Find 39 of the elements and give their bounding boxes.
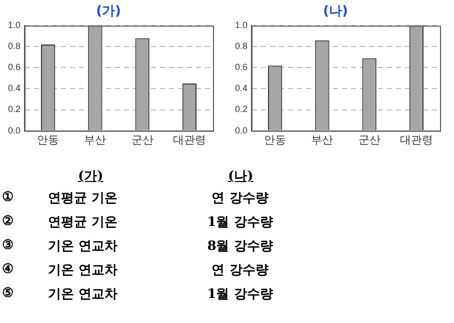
text: ③ <box>2 237 14 253</box>
text: ④ <box>2 261 14 277</box>
text: 기온 연교차 <box>48 262 118 279</box>
text: 8월 강수량 <box>206 238 274 255</box>
text: ① <box>2 189 14 205</box>
text: 기온 연교차 <box>48 286 118 303</box>
y-tick-label: 0.4 <box>234 83 248 94</box>
x-tick-label: 부산 <box>311 134 334 146</box>
y-tick-label: 1.0 <box>8 20 21 30</box>
x-tick-label: 군산 <box>131 134 154 146</box>
text: 1월 강수량 <box>206 286 274 303</box>
x-tick-label: 부산 <box>84 134 106 146</box>
y-tick-label: 0.6 <box>8 62 21 72</box>
y-tick-label: 0.6 <box>234 62 248 72</box>
x-tick-label: 대관령 <box>172 134 206 146</box>
y-tick-label: 0.8 <box>8 41 21 52</box>
text: 연 강수량 <box>210 190 270 207</box>
chart-title: (가) <box>96 4 121 20</box>
y-tick-label: 0.8 <box>234 41 248 52</box>
text: 연 강수량 <box>210 262 270 279</box>
y-tick-label: 0.4 <box>8 83 21 94</box>
text: 1월 강수량 <box>206 214 274 231</box>
x-tick-label: 대관령 <box>400 134 433 146</box>
y-tick-label: 0.0 <box>234 125 248 136</box>
text: ② <box>2 213 14 229</box>
text: ⑤ <box>2 285 14 301</box>
text: 연평균 기온 <box>48 214 118 231</box>
text: (나) <box>228 168 254 185</box>
y-tick-label: 0.2 <box>8 104 21 114</box>
y-tick-label: 1.0 <box>234 20 248 30</box>
y-tick-label: 0.0 <box>8 125 21 136</box>
chart-title: (나) <box>323 4 348 20</box>
x-tick-label: 군산 <box>358 134 380 146</box>
y-tick-label: 0.2 <box>234 104 248 114</box>
x-tick-label: 안동 <box>264 134 286 146</box>
text: 연평균 기온 <box>48 190 118 207</box>
text: 기온 연교차 <box>48 238 118 255</box>
text: (가) <box>78 168 104 185</box>
x-tick-label: 안동 <box>37 134 60 146</box>
